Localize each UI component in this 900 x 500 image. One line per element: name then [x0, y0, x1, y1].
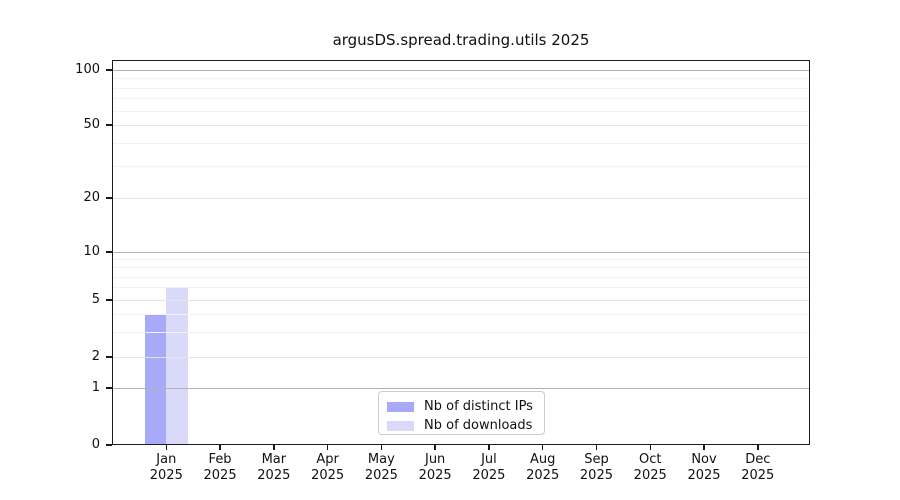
x-tick-year: 2025 [364, 468, 398, 483]
x-tick-jun [434, 445, 436, 450]
x-tick-label-oct: Oct 2025 [618, 452, 682, 484]
y-tick-50 [106, 124, 112, 126]
x-tick-dec [757, 445, 759, 450]
x-tick-year: 2025 [633, 468, 667, 483]
x-tick-year: 2025 [418, 468, 452, 483]
gridline-y-20 [113, 198, 809, 199]
x-tick-label-apr: Apr 2025 [296, 452, 360, 484]
gridline-y-2 [113, 357, 809, 358]
y-tick-0 [106, 444, 112, 446]
minor-gridline-y-60 [113, 110, 809, 112]
x-tick-jan [165, 445, 168, 450]
x-tick-label-jul: Jul 2025 [457, 452, 521, 484]
minor-gridline-y-80 [113, 87, 809, 89]
x-tick-feb [219, 445, 221, 450]
x-tick-month: Jun [424, 452, 446, 467]
gridline-y-100 [113, 70, 809, 71]
x-tick-year: 2025 [311, 468, 345, 483]
x-tick-apr [326, 445, 329, 450]
x-tick-year: 2025 [203, 468, 237, 483]
y-tick-100 [106, 69, 112, 71]
x-tick-month: Oct [638, 452, 662, 467]
gridline-y-5 [113, 300, 809, 301]
x-tick-label-nov: Nov 2025 [672, 452, 736, 484]
x-tick-month: Apr [316, 452, 339, 467]
x-tick-year: 2025 [257, 468, 291, 483]
x-tick-month: Jul [481, 452, 497, 467]
x-tick-month: May [367, 452, 395, 467]
minor-gridline-y-30 [113, 165, 809, 167]
x-tick-jul [488, 445, 490, 450]
bar-jan-downloads [166, 287, 188, 445]
gridline-y-1 [113, 388, 809, 389]
minor-gridline-y-9 [113, 259, 809, 261]
x-tick-month: Feb [208, 452, 232, 467]
chart-title: argusDS.spread.trading.utils 2025 [332, 31, 590, 49]
y-tick-label-20: 20 [83, 190, 100, 205]
x-tick-label-feb: Feb 2025 [188, 452, 252, 484]
minor-gridline-y-70 [113, 98, 809, 100]
y-tick-label-10: 10 [83, 244, 100, 259]
y-tick-label-50: 50 [83, 117, 100, 132]
minor-gridline-y-3 [113, 331, 809, 333]
y-tick-label-0: 0 [91, 437, 100, 452]
minor-gridline-y-8 [113, 267, 809, 269]
gridline-y-10 [113, 252, 809, 253]
legend-label-downloads: Nb of downloads [424, 418, 533, 433]
y-tick-label-5: 5 [91, 292, 100, 307]
gridline-y-50 [113, 125, 809, 126]
x-tick-label-may: May 2025 [349, 452, 413, 484]
legend-label-distinct-ips: Nb of distinct IPs [424, 399, 533, 414]
y-tick-2 [106, 356, 112, 358]
minor-gridline-y-40 [113, 142, 809, 144]
minor-gridline-y-90 [113, 78, 809, 80]
x-tick-aug [541, 445, 544, 450]
y-tick-1 [106, 387, 112, 389]
legend-item-distinct-ips: Nb of distinct IPs [387, 397, 536, 416]
x-tick-label-mar: Mar 2025 [242, 452, 306, 484]
x-tick-year: 2025 [526, 468, 560, 483]
x-tick-month: Jan [156, 452, 177, 467]
x-tick-month: Mar [261, 452, 287, 467]
y-tick-20 [106, 197, 112, 199]
legend-swatch-downloads [387, 420, 414, 431]
legend-item-downloads: Nb of downloads [387, 416, 536, 435]
legend-swatch-distinct-ips [387, 401, 414, 412]
x-tick-month: Dec [745, 452, 771, 467]
x-tick-month: Aug [529, 452, 556, 467]
x-tick-sep [595, 445, 598, 450]
x-tick-year: 2025 [579, 468, 613, 483]
y-tick-label-100: 100 [75, 62, 100, 77]
x-tick-oct [649, 445, 652, 450]
x-tick-year: 2025 [741, 468, 775, 483]
x-tick-month: Nov [691, 452, 717, 467]
minor-gridline-y-4 [113, 313, 809, 315]
y-tick-10 [106, 251, 112, 253]
x-tick-label-aug: Aug 2025 [511, 452, 575, 484]
x-tick-label-sep: Sep 2025 [564, 452, 628, 484]
minor-gridline-y-7 [113, 276, 809, 278]
x-tick-label-dec: Dec 2025 [726, 452, 790, 484]
x-tick-nov [703, 445, 705, 450]
x-tick-year: 2025 [149, 468, 183, 483]
y-tick-label-1: 1 [91, 380, 100, 395]
x-tick-month: Sep [584, 452, 609, 467]
legend: Nb of distinct IPs Nb of downloads [378, 391, 545, 435]
minor-gridline-y-6 [113, 287, 809, 289]
x-tick-may [380, 445, 383, 450]
y-tick-label-2: 2 [91, 349, 100, 364]
bar-jan-distinct-ips [144, 313, 167, 445]
x-tick-year: 2025 [472, 468, 506, 483]
x-tick-mar [273, 445, 275, 450]
x-tick-label-jun: Jun 2025 [403, 452, 467, 484]
x-tick-label-jan: Jan 2025 [134, 452, 198, 484]
y-tick-5 [106, 299, 112, 301]
x-tick-year: 2025 [687, 468, 721, 483]
